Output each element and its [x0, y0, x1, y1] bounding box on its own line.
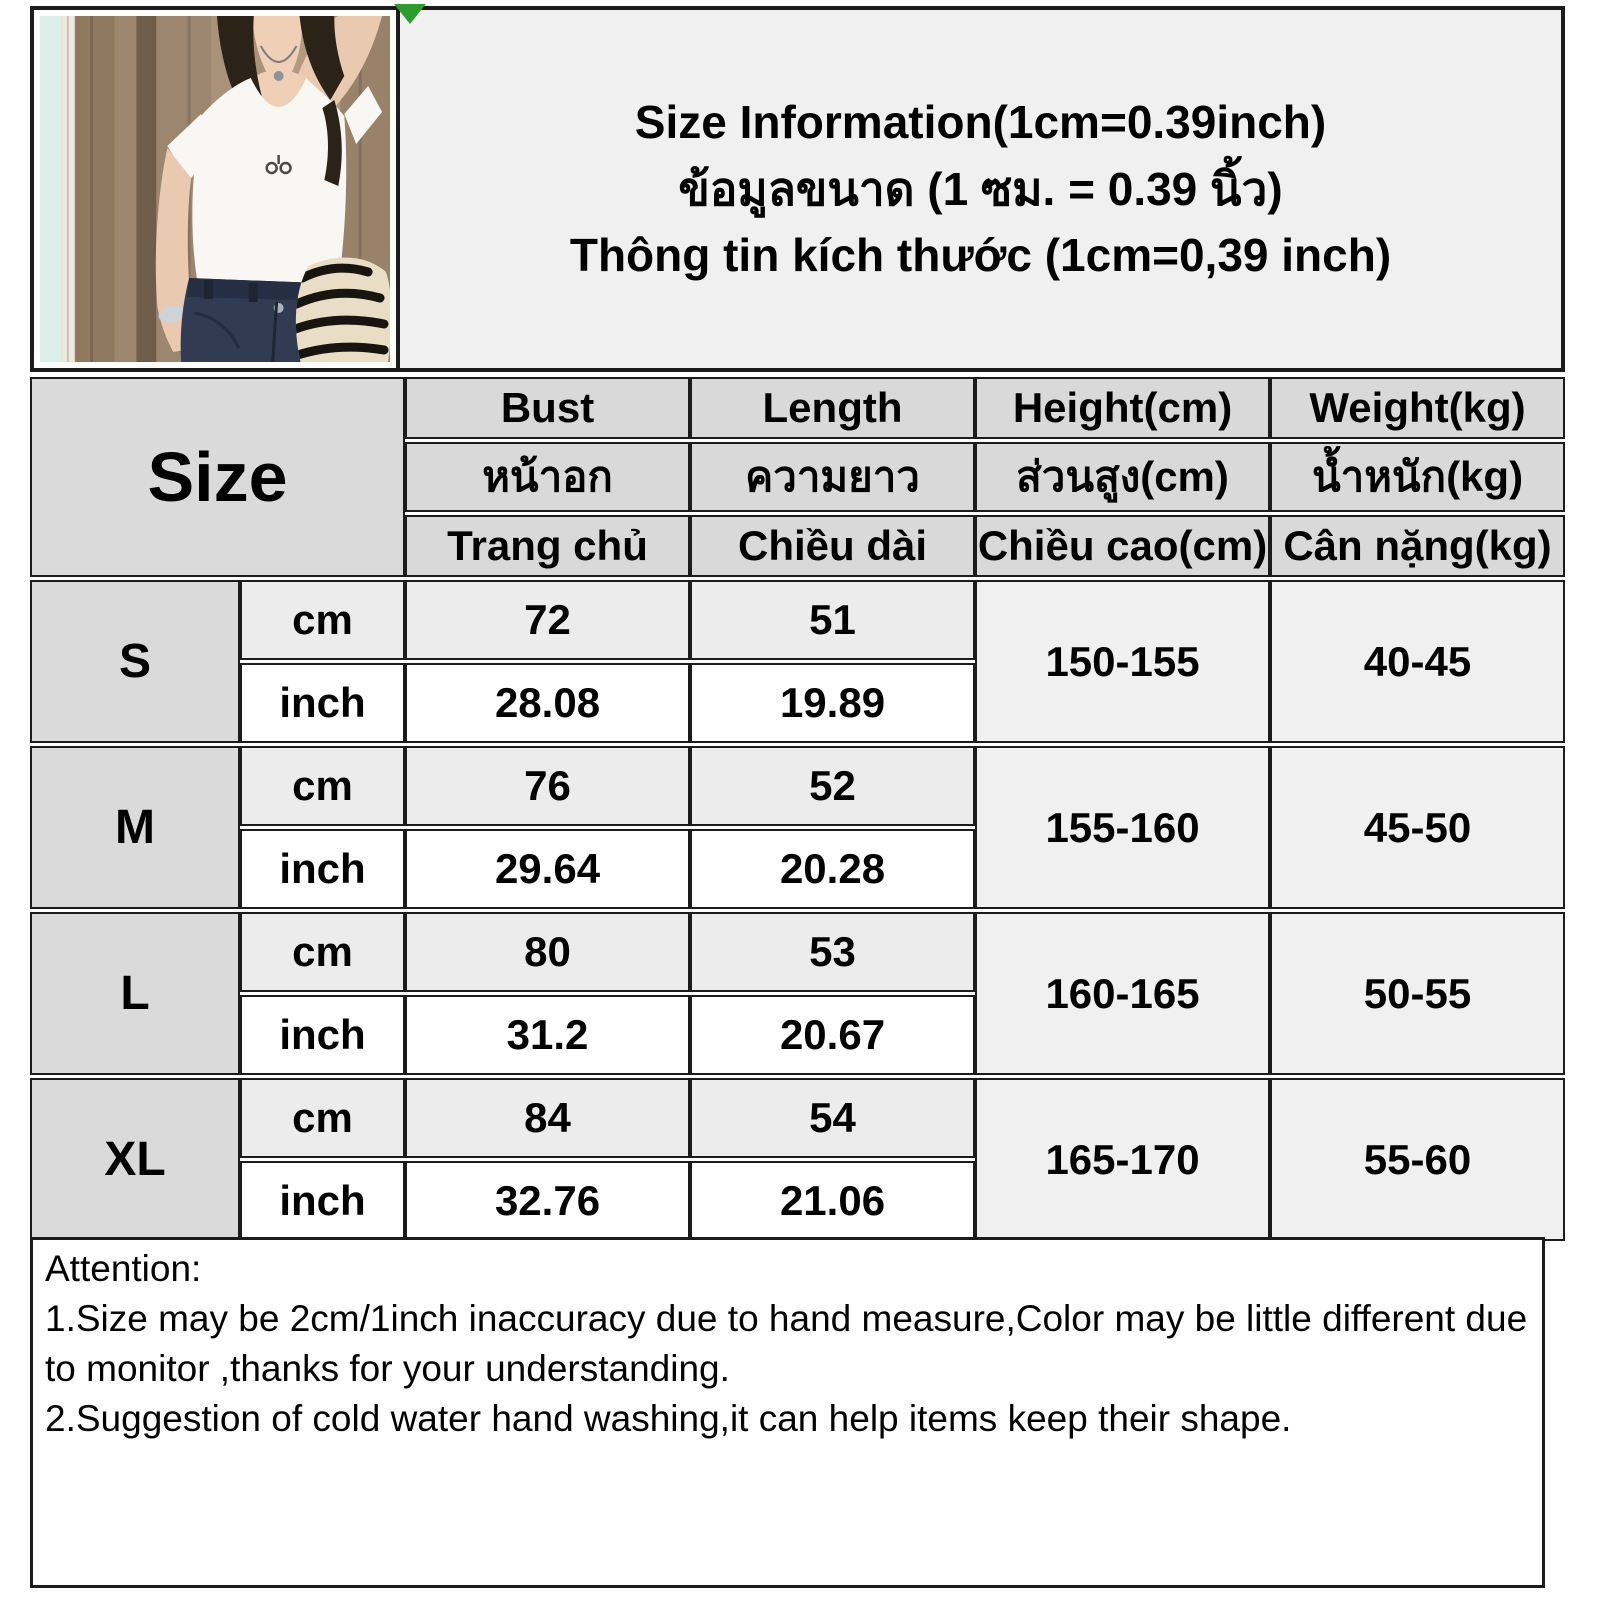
height-range-value: 165-170 [975, 1078, 1271, 1241]
row-l-cm: L cm 80 53 160-165 50-55 [30, 912, 1566, 1075]
length-cm-value: 51 [690, 580, 976, 660]
size-column-header: Size [30, 377, 406, 577]
title-line-vi: Thông tin kích thước (1cm=0,39 inch) [569, 229, 1392, 282]
row-l-inch: inch 31.2 20.67 [30, 995, 1565, 1075]
product-photo [34, 10, 400, 368]
attention-box: Attention: 1.Size may be 2cm/1inch inacc… [30, 1237, 1545, 1588]
col-header-bust-en: Bust [405, 377, 691, 439]
weight-range-value: 50-55 [1270, 912, 1566, 1075]
length-cm-value: 54 [690, 1078, 976, 1158]
col-header-height-th: ส่วนสูง(cm) [975, 442, 1271, 512]
row-m-inch: inch 29.64 20.28 [30, 829, 1565, 909]
col-header-height-en: Height(cm) [975, 377, 1271, 439]
shirt-logo [265, 155, 292, 175]
col-header-weight-th: น้ำหนัก(kg) [1270, 442, 1566, 512]
unit-label-cm: cm [240, 746, 406, 826]
unit-label-inch: inch [240, 995, 406, 1075]
unit-label-cm: cm [240, 1078, 406, 1158]
size-label: L [30, 912, 240, 1075]
header-row-th: หน้าอก ความยาว ส่วนสูง(cm) น้ำหนัก(kg) [30, 442, 1566, 512]
zebra-bag [295, 257, 390, 362]
title-line-th: ข้อมูลขนาด (1 ซม. = 0.39 นิ้ว) [678, 162, 1283, 215]
col-header-length-en: Length [690, 377, 976, 439]
length-cm-value: 52 [690, 746, 976, 826]
row-xl-cm: XL cm 84 54 165-170 55-60 [30, 1078, 1566, 1241]
col-header-height-vi: Chiều cao(cm) [975, 515, 1271, 577]
col-header-bust-th: หน้าอก [405, 442, 691, 512]
top-block: Size Information(1cm=0.39inch) ข้อมูลขนา… [30, 6, 1565, 372]
unit-label-cm: cm [240, 912, 406, 992]
col-header-length-th: ความยาว [690, 442, 976, 512]
row-s-cm: S cm 72 51 150-155 40-45 [30, 580, 1566, 743]
unit-label-inch: inch [240, 1161, 406, 1241]
header-row-vi: Trang chủ Chiều dài Chiều cao(cm) Cân nặ… [30, 515, 1566, 577]
col-header-weight-vi: Cân nặng(kg) [1270, 515, 1566, 577]
length-cm-value: 53 [690, 912, 976, 992]
size-label: S [30, 580, 240, 743]
bust-inch-value: 32.76 [405, 1161, 691, 1241]
weight-range-value: 40-45 [1270, 580, 1566, 743]
bust-cm-value: 84 [405, 1078, 691, 1158]
height-range-value: 155-160 [975, 746, 1271, 909]
weight-range-value: 45-50 [1270, 746, 1566, 909]
product-photo-illustration [40, 16, 390, 362]
attention-note-1: 1.Size may be 2cm/1inch inaccuracy due t… [45, 1298, 1528, 1389]
title-line-en: Size Information(1cm=0.39inch) [634, 96, 1327, 149]
bust-inch-value: 31.2 [405, 995, 691, 1075]
col-header-length-vi: Chiều dài [690, 515, 976, 577]
unit-label-inch: inch [240, 829, 406, 909]
attention-heading: Attention: [45, 1248, 202, 1289]
unit-label-inch: inch [240, 663, 406, 743]
header-row-en: Size Bust Length Height(cm) Weight(kg) [30, 377, 1566, 577]
size-table: Size Bust Length Height(cm) Weight(kg) ห… [30, 374, 1566, 1244]
mirror-strip [40, 16, 75, 362]
length-inch-value: 21.06 [690, 1161, 976, 1241]
length-inch-value: 20.67 [690, 995, 976, 1075]
col-header-bust-vi: Trang chủ [405, 515, 691, 577]
row-m-cm: M cm 76 52 155-160 45-50 [30, 746, 1566, 909]
size-label: M [30, 746, 240, 909]
bust-cm-value: 72 [405, 580, 691, 660]
height-range-value: 150-155 [975, 580, 1271, 743]
bust-inch-value: 29.64 [405, 829, 691, 909]
row-s-inch: inch 28.08 19.89 [30, 663, 1565, 743]
title-cell: Size Information(1cm=0.39inch) ข้อมูลขนา… [400, 10, 1561, 368]
green-corner-marker-icon [394, 4, 426, 24]
unit-label-cm: cm [240, 580, 406, 660]
length-inch-value: 20.28 [690, 829, 976, 909]
attention-note-2: 2.Suggestion of cold water hand washing,… [45, 1398, 1292, 1439]
weight-range-value: 55-60 [1270, 1078, 1566, 1241]
size-label: XL [30, 1078, 240, 1241]
length-inch-value: 19.89 [690, 663, 976, 743]
height-range-value: 160-165 [975, 912, 1271, 1075]
col-header-weight-en: Weight(kg) [1270, 377, 1566, 439]
bust-cm-value: 80 [405, 912, 691, 992]
row-xl-inch: inch 32.76 21.06 [30, 1161, 1565, 1241]
bust-cm-value: 76 [405, 746, 691, 826]
bust-inch-value: 28.08 [405, 663, 691, 743]
